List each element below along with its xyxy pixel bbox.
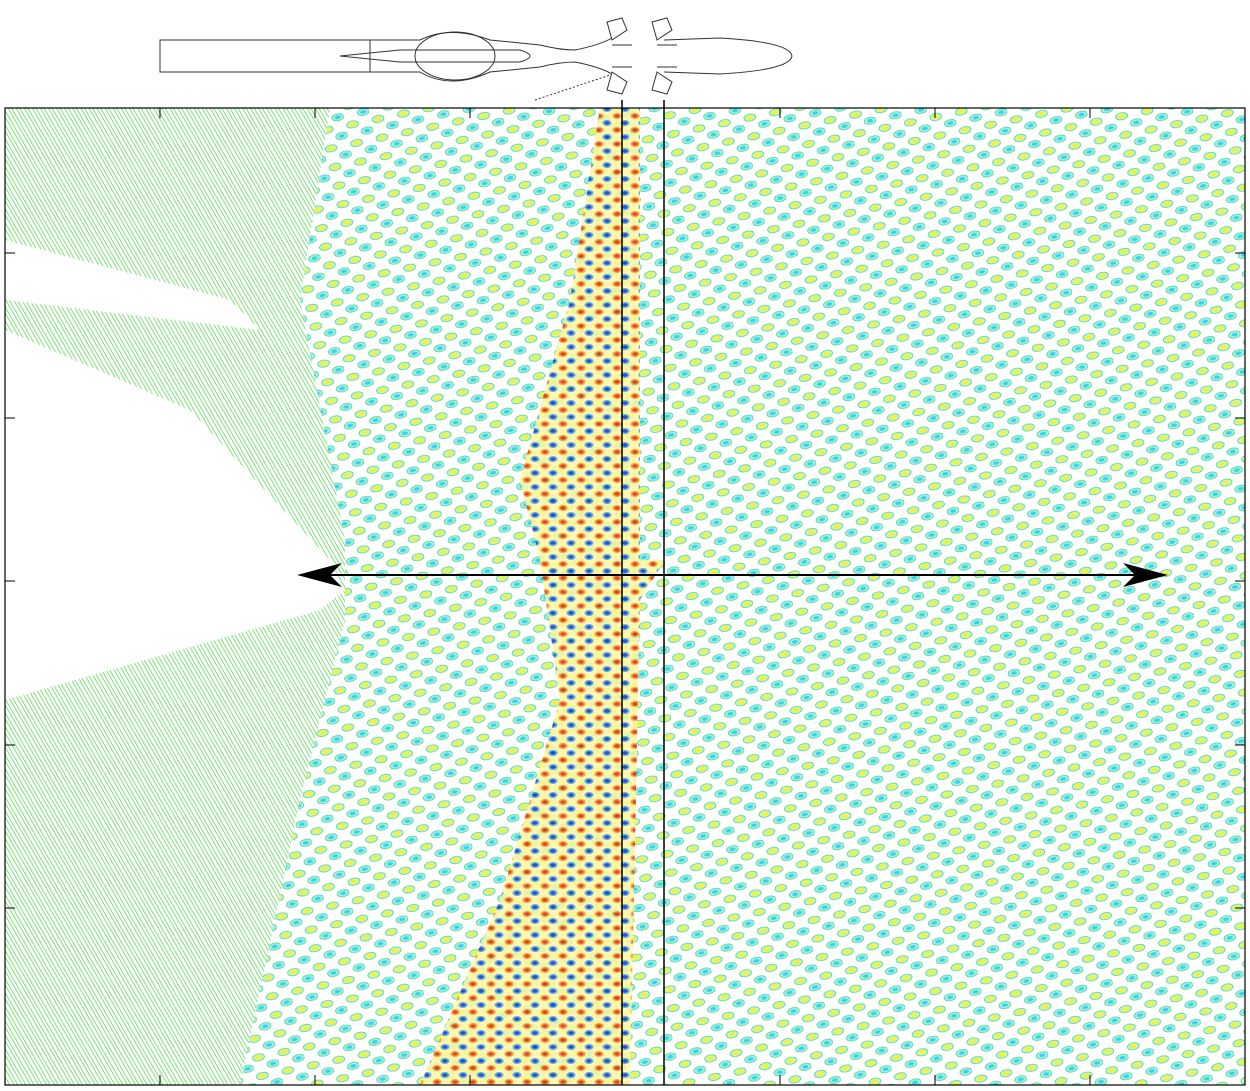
tick-marks — [5, 108, 1245, 1085]
white-wedge-2 — [5, 240, 260, 330]
plot-frame — [4, 107, 1246, 1086]
contour-field — [5, 108, 1245, 1085]
axis-arrow — [297, 563, 1168, 587]
aircraft-sketch — [159, 17, 793, 101]
intense-band — [420, 108, 665, 1085]
white-wedge — [5, 330, 345, 700]
